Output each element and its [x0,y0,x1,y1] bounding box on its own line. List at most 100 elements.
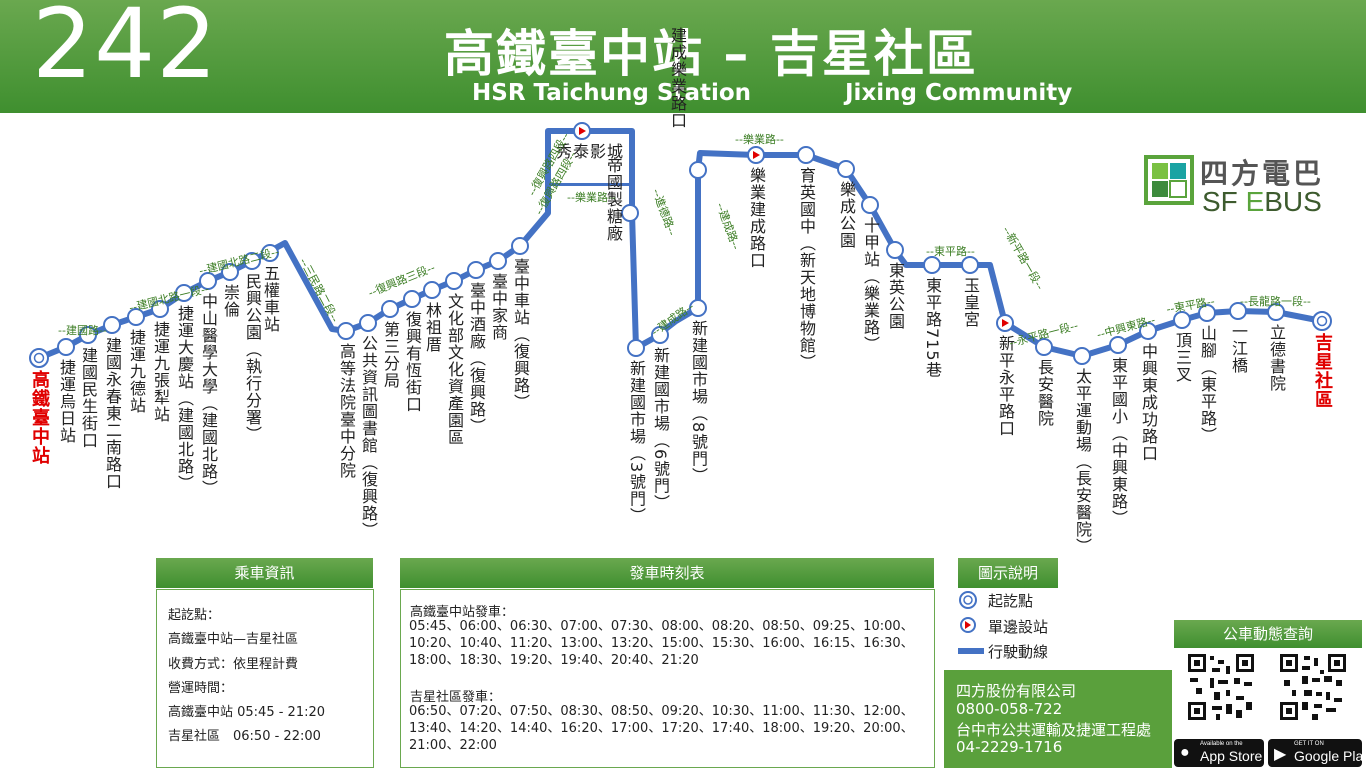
stop-label: 公共資訊圖書館（復興路） [359,335,378,539]
stop-circle [175,284,193,302]
direction-arrowhead [1002,319,1009,327]
stop-label: 樂成公園 [837,181,856,249]
stop-label: 復興有恆街口 [403,311,422,413]
stop-label: 玉皇宮 [961,277,980,328]
stop-label: 高鐵臺中站 [29,370,50,465]
stop-circle [1035,338,1053,356]
stop-circle [1267,303,1285,321]
stop-circle [423,281,441,299]
info-line: 高鐵臺中站 05:45 - 21:20 [168,705,326,720]
header-banner: 242 高鐵臺中站 – 吉星社區 HSR Taichung Station Ji… [0,0,1366,113]
stop-circle [961,256,979,274]
stop-circle [489,252,507,270]
road-label: --樂業路-- [735,133,784,146]
stop-label: 十甲站（樂業路） [861,217,880,353]
legend-item-oneway: 單邊設站 [988,618,1049,636]
stop-circle [151,300,169,318]
stop-circle [797,146,815,164]
stop-circle [359,314,377,332]
stop-circle [103,316,121,334]
stop-label: 秀泰影城 [556,142,625,161]
endpoint-inner-circle [1316,315,1328,327]
company-phone: 0800-058-722 [956,700,1063,718]
stop-label: 中興東成功路口 [1139,343,1158,462]
info-panel [156,589,374,768]
stop-label: 山腳（東平路） [1198,325,1217,444]
contact-box: 四方股份有限公司 0800-058-722 台中市公共運輸及捷運工程處 04-2… [944,670,1172,768]
stop-label: 立德書院 [1267,324,1286,392]
timetable-origin-label: 高鐵臺中站發車： [410,605,515,620]
agency-name: 台中市公共運輸及捷運工程處 [956,721,1152,739]
stop-circle [689,161,707,179]
stop-circle [511,237,529,255]
stop-circle [57,338,75,356]
app-store-button[interactable]: ● Available on the App Store [1174,739,1264,767]
stop-circle [445,272,463,290]
stop-label: 臺中酒廠（復興路） [467,282,486,435]
logo-mark-icon [1144,155,1194,205]
stop-label: 東平路715巷 [923,277,942,379]
route-line-icon [958,648,984,654]
stop-circle [923,256,941,274]
stop-circle [243,252,261,270]
stop-label: 五權車站 [261,265,280,333]
stop-label: 育英國中（新天地博物館） [797,167,816,371]
stop-label: 帝國製糖廠 [604,157,623,242]
timetable-title: 發車時刻表 [400,558,934,588]
stop-circle [337,322,355,340]
stop-circle [127,308,145,326]
stop-label: 民興公園（執行分署） [243,273,262,443]
stop-label: 頂三叉 [1173,332,1192,383]
stop-label: 新建國市場（8號門） [689,320,708,485]
stop-circle [837,160,855,178]
stop-circle [861,196,879,214]
stop-label: 捷運九張犁站 [151,321,170,423]
stop-circle [403,290,421,308]
timetable-origin-times: 05:45、06:00、06:30、07:00、07:30、08:00、08:2… [409,619,914,668]
qr-code-icon[interactable] [1278,652,1348,722]
stop-circle [1139,322,1157,340]
stop-label: 長安醫院 [1035,359,1054,427]
info-panel-title: 乘車資訊 [156,558,373,588]
qr-code-icon[interactable] [1186,652,1256,722]
legend-title: 圖示說明 [958,558,1058,588]
endpoint-inner-circle [33,352,45,364]
timetable-dest-label: 吉星社區發車： [410,690,502,705]
stop-circle [1109,336,1127,354]
stop-circle [627,339,645,357]
stop-circle [651,326,669,344]
google-play-button[interactable]: ▶ GET IT ON Google Play [1268,739,1366,767]
stop-circle [467,261,485,279]
stop-label: 林祖厝 [423,302,442,353]
road-label: --東平路-- [926,245,975,258]
stop-circle [1198,304,1216,322]
stop-circle [689,299,707,317]
stop-label: 臺中車站（復興路） [511,258,530,411]
route-title-zh: 高鐵臺中站 – 吉星社區 [444,25,978,83]
stop-label: 第三分局 [381,321,400,389]
operator-logo: 四方電巴 SF EBUS [1144,150,1334,220]
legend-item-endpoint: 起訖點 [988,592,1034,610]
loop-bar [548,183,632,186]
stop-label: 一江橋 [1229,323,1248,374]
stop-label: 崇倫 [221,284,240,318]
google-play-icon: ▶ [1274,746,1287,763]
legend-symbols [958,591,984,654]
company-name: 四方股份有限公司 [956,682,1077,700]
google-play-label: Google Play [1294,748,1366,764]
stop-circle [1173,311,1191,329]
apple-icon: ● [1180,744,1190,761]
stop-circle [1229,302,1247,320]
route-title-en-destination: Jixing Community [845,80,1073,106]
logo-name-en: SF EBUS [1202,186,1322,217]
stop-circle [621,204,639,222]
route-title-en-origin: HSR Taichung Station [472,80,752,106]
stop-label: 建國民生街口 [79,347,98,449]
stop-label: 太平運動場（長安醫院） [1073,368,1092,555]
stop-label: 建國永春東二南路口 [103,337,122,490]
stop-label: 新建國市場（6號門） [651,347,670,512]
agency-phone: 04-2229-1716 [956,738,1063,756]
google-play-caption: GET IT ON [1294,741,1324,747]
stop-label: 臺中家商 [489,273,508,341]
info-line: 收費方式：依里程計費 [168,657,299,672]
